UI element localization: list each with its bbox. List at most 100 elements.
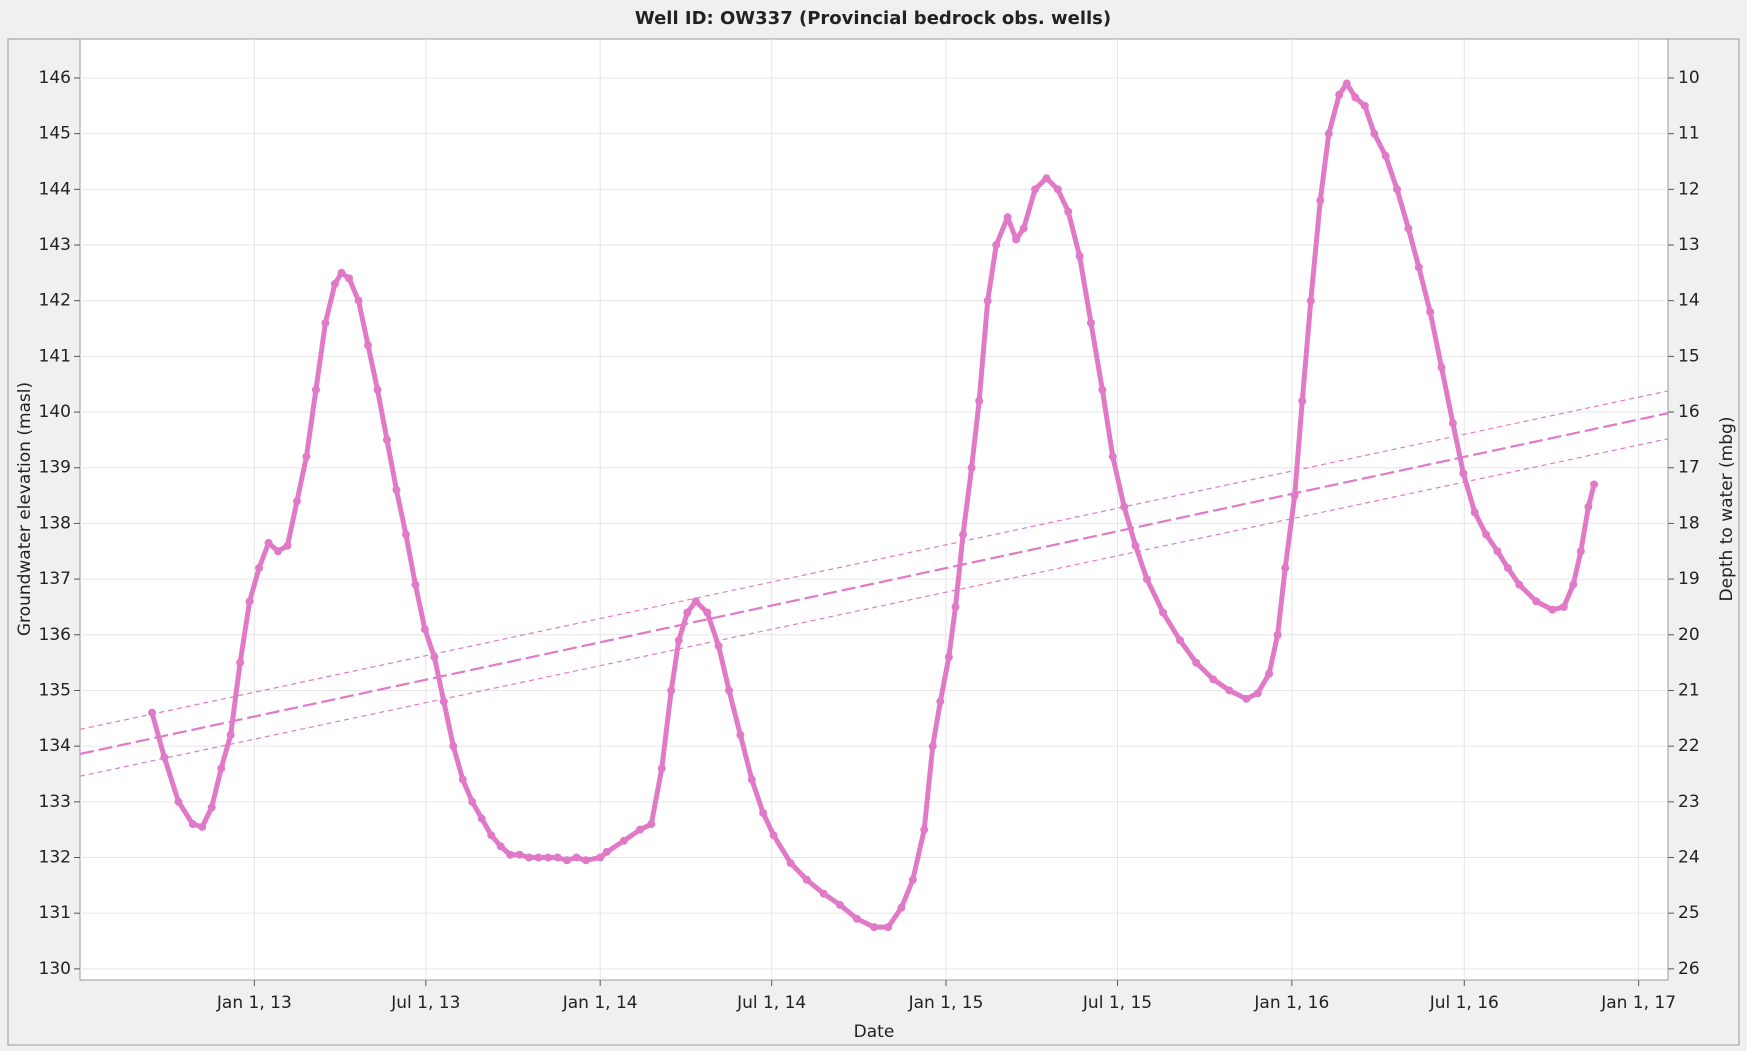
data-point: [1342, 79, 1351, 88]
data-point: [1404, 224, 1413, 233]
data-point: [1064, 207, 1073, 216]
data-point: [819, 889, 828, 898]
data-point: [449, 742, 458, 751]
data-point: [1142, 575, 1151, 584]
data-point: [1576, 547, 1585, 556]
y-tick-label: 143: [39, 235, 71, 255]
data-point: [226, 731, 235, 740]
data-point: [572, 853, 581, 862]
data-point: [928, 742, 937, 751]
data-point: [487, 831, 496, 840]
x-tick-label: Jul 1, 13: [390, 993, 460, 1013]
data-point: [198, 822, 207, 831]
data-point: [382, 435, 391, 444]
data-point: [468, 797, 477, 806]
data-point: [951, 602, 960, 611]
data-point: [1003, 213, 1012, 222]
data-point: [647, 820, 656, 829]
data-point: [1053, 185, 1062, 194]
data-point: [1393, 185, 1402, 194]
x-tick-label: Jul 1, 16: [1429, 993, 1499, 1013]
data-point: [544, 853, 553, 862]
data-point: [1242, 694, 1251, 703]
data-point: [1265, 669, 1274, 678]
data-point: [1482, 530, 1491, 539]
x-tick-label: Jul 1, 15: [1082, 993, 1152, 1013]
data-point: [1532, 597, 1541, 606]
data-point: [747, 775, 756, 784]
data-point: [1370, 129, 1379, 138]
y-tick-label: 138: [39, 513, 71, 533]
data-point: [1324, 129, 1333, 138]
y2-tick-label: 26: [1678, 959, 1700, 979]
data-point: [430, 653, 439, 662]
y2-tick-label: 11: [1678, 124, 1700, 144]
data-point: [959, 530, 968, 539]
y2-tick-label: 12: [1678, 179, 1700, 199]
data-point: [345, 274, 354, 283]
data-point: [330, 279, 339, 288]
data-point: [1098, 385, 1107, 394]
data-point: [1012, 235, 1021, 244]
y-tick-label: 141: [39, 346, 71, 366]
data-point: [1448, 419, 1457, 428]
data-point: [1459, 469, 1468, 478]
data-point: [311, 385, 320, 394]
plot-area: [79, 38, 1669, 981]
data-point: [245, 597, 254, 606]
data-point: [264, 538, 273, 547]
series-trace: [149, 81, 1597, 930]
data-point: [683, 608, 692, 617]
y2-tick-label: 25: [1678, 903, 1700, 923]
data-point: [581, 856, 590, 865]
data-point: [736, 731, 745, 740]
data-point: [992, 241, 1001, 250]
y-tick-label: 135: [39, 680, 71, 700]
data-point: [1253, 689, 1262, 698]
data-point: [1086, 318, 1095, 327]
data-point: [1335, 90, 1344, 99]
data-point: [802, 875, 811, 884]
data-point: [703, 608, 712, 617]
data-point: [1493, 547, 1502, 556]
data-point: [1298, 396, 1307, 405]
y-tick-label: 144: [39, 179, 71, 199]
data-point: [908, 875, 917, 884]
data-point: [337, 268, 346, 277]
data-point: [1290, 491, 1299, 500]
data-point: [274, 547, 283, 556]
y2-tick-label: 15: [1678, 346, 1700, 366]
chart-title: Well ID: OW337 (Provincial bedrock obs. …: [635, 8, 1111, 29]
data-point: [1019, 224, 1028, 233]
data-point: [897, 903, 906, 912]
y2-tick-label: 16: [1678, 402, 1700, 422]
data-point: [217, 764, 226, 773]
data-point: [835, 900, 844, 909]
data-point: [321, 318, 330, 327]
data-point: [1042, 174, 1051, 183]
y2-tick-label: 18: [1678, 513, 1700, 533]
data-point: [1559, 602, 1568, 611]
x-tick-label: Jan 1, 14: [562, 993, 638, 1013]
data-point: [1225, 686, 1234, 695]
data-point: [769, 831, 778, 840]
data-point: [714, 641, 723, 650]
data-point: [1360, 101, 1369, 110]
data-point: [283, 541, 292, 550]
y-tick-label: 137: [39, 569, 71, 589]
y-tick-label: 142: [39, 291, 71, 311]
y-tick-label: 136: [39, 625, 71, 645]
x-tick-label: Jan 1, 17: [1600, 993, 1676, 1013]
data-point: [255, 563, 264, 572]
data-point: [786, 859, 795, 868]
data-point: [525, 853, 534, 862]
y2-tick-label: 20: [1678, 625, 1700, 645]
y2-tick-label: 23: [1678, 792, 1700, 812]
data-point: [967, 463, 976, 472]
data-point: [635, 825, 644, 834]
data-point: [160, 753, 169, 762]
data-point: [439, 697, 448, 706]
data-point: [975, 396, 984, 405]
y2-tick-label: 10: [1678, 68, 1700, 88]
data-point: [420, 625, 429, 634]
